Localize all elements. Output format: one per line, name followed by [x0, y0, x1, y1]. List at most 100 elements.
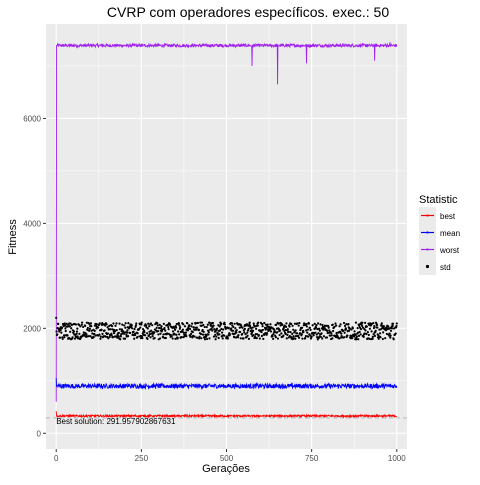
series-line-best	[55, 411, 397, 419]
std-point	[368, 337, 371, 341]
std-point	[78, 332, 81, 335]
x-tick-label: 0	[54, 454, 59, 463]
std-point	[79, 325, 82, 328]
std-point	[99, 335, 102, 338]
std-point	[379, 336, 382, 339]
std-point	[357, 338, 360, 341]
std-point	[343, 331, 346, 334]
std-point	[270, 330, 273, 333]
std-point	[338, 325, 341, 328]
std-point	[173, 328, 177, 331]
std-point	[233, 322, 236, 325]
std-point	[272, 333, 275, 336]
std-point	[153, 337, 156, 340]
std-point	[287, 330, 290, 333]
std-point	[63, 322, 66, 325]
std-point	[313, 322, 316, 325]
std-point	[318, 327, 321, 330]
std-point	[188, 327, 192, 331]
std-point	[243, 327, 246, 330]
std-point	[276, 331, 279, 334]
std-point	[252, 334, 255, 337]
std-point	[197, 329, 201, 332]
std-point	[91, 332, 94, 335]
std-point	[70, 323, 73, 327]
std-point	[373, 324, 376, 328]
std-point	[118, 328, 121, 331]
std-point	[151, 324, 154, 327]
std-point	[246, 334, 249, 337]
std-point	[355, 335, 359, 338]
std-point	[141, 337, 144, 340]
std-point	[362, 335, 365, 339]
std-point	[359, 333, 362, 336]
std-point	[136, 332, 139, 335]
std-point	[296, 322, 299, 325]
legend-label-std: std	[440, 263, 451, 272]
std-point	[98, 333, 101, 336]
std-point	[353, 330, 356, 333]
std-point	[239, 330, 242, 334]
std-point	[215, 335, 218, 338]
std-point	[333, 325, 336, 329]
std-point	[297, 336, 301, 339]
std-point	[129, 331, 132, 335]
std-point	[330, 334, 333, 337]
std-point	[65, 322, 68, 325]
std-point	[319, 335, 322, 338]
std-point	[219, 322, 223, 325]
std-point	[355, 338, 358, 341]
std-point	[134, 333, 137, 337]
std-point	[194, 322, 197, 325]
std-point	[335, 324, 338, 327]
series-points-std	[55, 316, 398, 341]
legend-title: Statistic	[419, 194, 458, 206]
std-point	[148, 333, 151, 336]
std-point	[346, 334, 349, 337]
std-point	[82, 325, 85, 329]
std-point	[316, 327, 319, 331]
std-point	[158, 326, 161, 330]
std-point	[356, 326, 359, 330]
std-point	[302, 330, 305, 334]
std-point	[119, 338, 122, 341]
std-point	[90, 329, 93, 332]
std-point	[348, 329, 351, 332]
std-point	[211, 321, 214, 325]
std-point	[343, 324, 347, 327]
x-tick-label: 750	[305, 454, 319, 463]
std-point	[391, 322, 395, 325]
std-point	[319, 323, 322, 326]
std-point	[374, 329, 377, 332]
std-point	[201, 333, 205, 336]
std-point	[307, 335, 310, 338]
chart-title: CVRP com operadores específicos. exec.: …	[107, 4, 389, 20]
std-point	[371, 337, 374, 340]
std-point	[151, 335, 154, 338]
std-point	[224, 327, 227, 330]
std-point	[241, 332, 244, 336]
std-point	[221, 328, 225, 331]
std-point	[140, 323, 143, 326]
std-point	[256, 333, 259, 336]
std-point	[315, 333, 318, 336]
std-point	[347, 322, 350, 326]
std-point	[309, 328, 312, 331]
std-point	[298, 332, 302, 335]
std-point	[273, 330, 276, 334]
std-point	[111, 336, 115, 339]
std-point	[159, 332, 162, 335]
std-point	[55, 316, 58, 319]
std-point	[60, 331, 63, 334]
std-point	[358, 324, 361, 327]
std-point	[301, 337, 304, 340]
std-point	[59, 328, 62, 332]
std-point	[326, 329, 329, 332]
std-point	[212, 324, 215, 327]
legend-label-mean: mean	[440, 229, 460, 238]
std-point	[379, 332, 382, 335]
std-point	[342, 321, 346, 325]
std-point	[202, 330, 205, 333]
std-point	[71, 336, 74, 339]
